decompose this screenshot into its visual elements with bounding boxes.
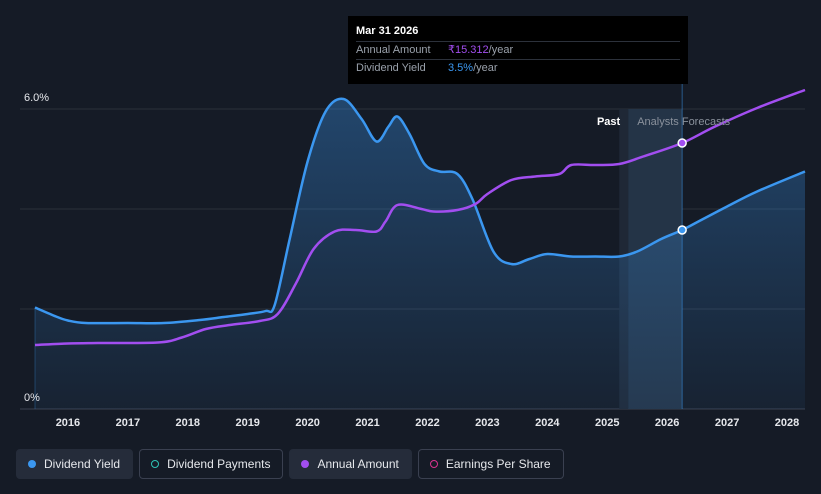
dividend-yield-hover-marker xyxy=(677,225,687,235)
tooltip-label: Dividend Yield xyxy=(356,62,426,74)
x-tick-label: 2016 xyxy=(56,417,80,429)
tooltip-label: Annual Amount xyxy=(356,44,431,56)
x-tick-label: 2026 xyxy=(655,417,679,429)
legend-dot-icon xyxy=(28,460,36,468)
x-tick-label: 2025 xyxy=(595,417,619,429)
legend-dot-icon xyxy=(151,460,160,468)
annual-amount-line xyxy=(34,88,806,347)
y-tick-label: 6.0% xyxy=(24,92,49,104)
legend-annual-amount[interactable]: Annual Amount xyxy=(289,449,412,479)
legend-label: Annual Amount xyxy=(317,457,399,471)
x-tick-label: 2027 xyxy=(715,417,739,429)
annual-amount-hover-marker xyxy=(677,138,687,148)
x-tick-label: 2022 xyxy=(415,417,439,429)
legend-label: Dividend Yield xyxy=(44,457,121,471)
x-tick-label: 2018 xyxy=(176,417,200,429)
tooltip-unit: /year xyxy=(473,62,498,74)
forecast-label: Analysts Forecasts xyxy=(637,116,730,128)
legend-dividend-payments[interactable]: Dividend Payments xyxy=(139,449,284,479)
tooltip-date: Mar 31 2026 xyxy=(356,25,419,37)
x-tick-label: 2020 xyxy=(295,417,319,429)
tooltip-row-annual-amount: Annual Amount ₹15.312/year xyxy=(356,41,680,59)
dividend-yield-line xyxy=(34,97,806,325)
tooltip-value: ₹15.312 xyxy=(448,44,489,56)
x-tick-label: 2017 xyxy=(116,417,140,429)
dividend-yield-area xyxy=(35,98,805,409)
tooltip-unit: /year xyxy=(488,44,514,56)
chart-legend: Dividend Yield Dividend Payments Annual … xyxy=(16,449,564,479)
past-label: Past xyxy=(597,116,621,128)
legend-dot-icon xyxy=(429,460,438,468)
legend-dividend-yield[interactable]: Dividend Yield xyxy=(16,449,134,479)
x-tick-label: 2019 xyxy=(235,417,259,429)
y-tick-label: 0% xyxy=(24,392,40,404)
legend-label: Dividend Payments xyxy=(167,457,271,471)
tooltip-row-dividend-yield: Dividend Yield 3.5%/year xyxy=(356,59,680,77)
x-tick-label: 2024 xyxy=(535,417,560,429)
x-tick-label: 2028 xyxy=(775,417,799,429)
legend-dot-icon xyxy=(301,460,310,468)
hover-tooltip: Mar 31 2026 Annual Amount ₹15.312/year D… xyxy=(348,16,688,84)
tooltip-value: 3.5% xyxy=(448,62,474,74)
legend-earnings-per-share[interactable]: Earnings Per Share xyxy=(417,449,564,479)
x-tick-label: 2021 xyxy=(355,417,379,429)
legend-label: Earnings Per Share xyxy=(445,457,551,471)
x-tick-label: 2023 xyxy=(475,417,499,429)
